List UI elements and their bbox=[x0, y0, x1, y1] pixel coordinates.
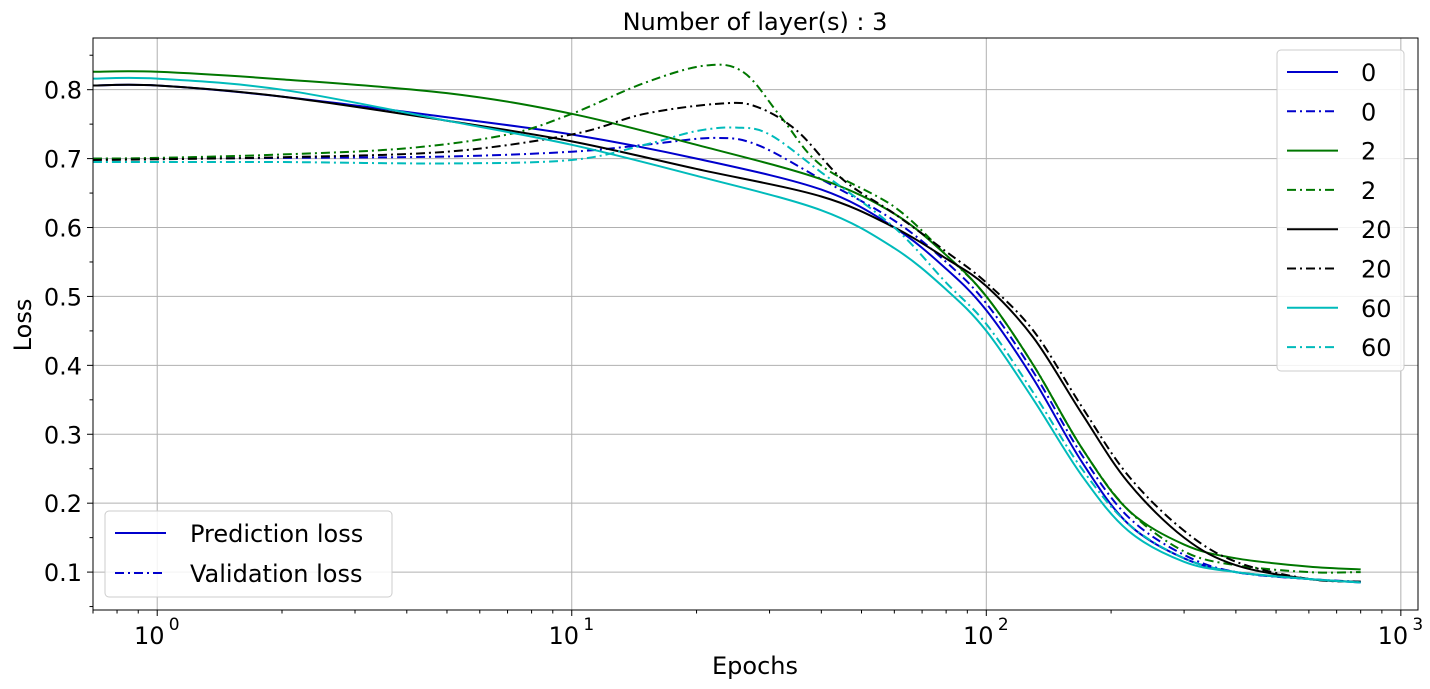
series-line bbox=[92, 63, 1361, 574]
legend-box bbox=[1276, 49, 1405, 372]
loss-type-legend: Prediction loss Validation loss bbox=[104, 510, 393, 598]
y-tick-label: 0.7 bbox=[44, 146, 82, 174]
minor-ticks bbox=[89, 54, 1383, 614]
legend-label: 0 bbox=[1361, 59, 1376, 87]
y-tick-label: 0.8 bbox=[44, 77, 82, 105]
series-lines bbox=[92, 63, 1361, 584]
legend-label: 60 bbox=[1361, 334, 1392, 362]
tick-labels: 10 0 10 1 10 2 10 30.10.20.30.40.50.60.70.8 bbox=[44, 77, 1423, 650]
legend-label: 20 bbox=[1361, 256, 1392, 284]
series-line bbox=[92, 76, 1361, 584]
series-line bbox=[92, 83, 1361, 584]
series-line bbox=[92, 136, 1361, 583]
style-legend-label: Prediction loss bbox=[190, 520, 363, 548]
series-legend: 0 0 2 2 20 20 60 60 bbox=[1276, 49, 1405, 372]
x-tick-exponent: 0 bbox=[169, 615, 180, 635]
chart-title: Number of layer(s) : 3 bbox=[623, 8, 888, 36]
plot-frame bbox=[92, 37, 1419, 611]
x-tick-label: 10 bbox=[134, 622, 165, 650]
legend-label: 20 bbox=[1361, 216, 1392, 244]
style-legend-label: Validation loss bbox=[190, 560, 363, 588]
legend-label: 60 bbox=[1361, 295, 1392, 323]
legend-label: 2 bbox=[1361, 138, 1376, 166]
series-line bbox=[92, 126, 1361, 584]
y-tick-label: 0.4 bbox=[44, 352, 82, 380]
x-tick-label: 10 bbox=[1378, 622, 1409, 650]
series-line bbox=[92, 70, 1361, 571]
series-line bbox=[92, 101, 1361, 583]
series-line bbox=[92, 83, 1361, 583]
x-tick-exponent: 2 bbox=[998, 615, 1009, 635]
y-tick-label: 0.1 bbox=[44, 559, 82, 587]
y-tick-label: 0.3 bbox=[44, 421, 82, 449]
y-axis-label: Loss bbox=[9, 299, 37, 352]
y-tick-label: 0.5 bbox=[44, 283, 82, 311]
y-tick-label: 0.2 bbox=[44, 490, 82, 518]
x-tick-label: 10 bbox=[548, 622, 579, 650]
x-tick-exponent: 3 bbox=[1412, 615, 1423, 635]
y-tick-label: 0.6 bbox=[44, 215, 82, 243]
style-legend-box bbox=[104, 510, 393, 598]
x-tick-exponent: 1 bbox=[583, 615, 594, 635]
x-tick-label: 10 bbox=[963, 622, 994, 650]
x-axis-label: Epochs bbox=[712, 652, 798, 680]
legend-label: 2 bbox=[1361, 177, 1376, 205]
legend-label: 0 bbox=[1361, 98, 1376, 126]
